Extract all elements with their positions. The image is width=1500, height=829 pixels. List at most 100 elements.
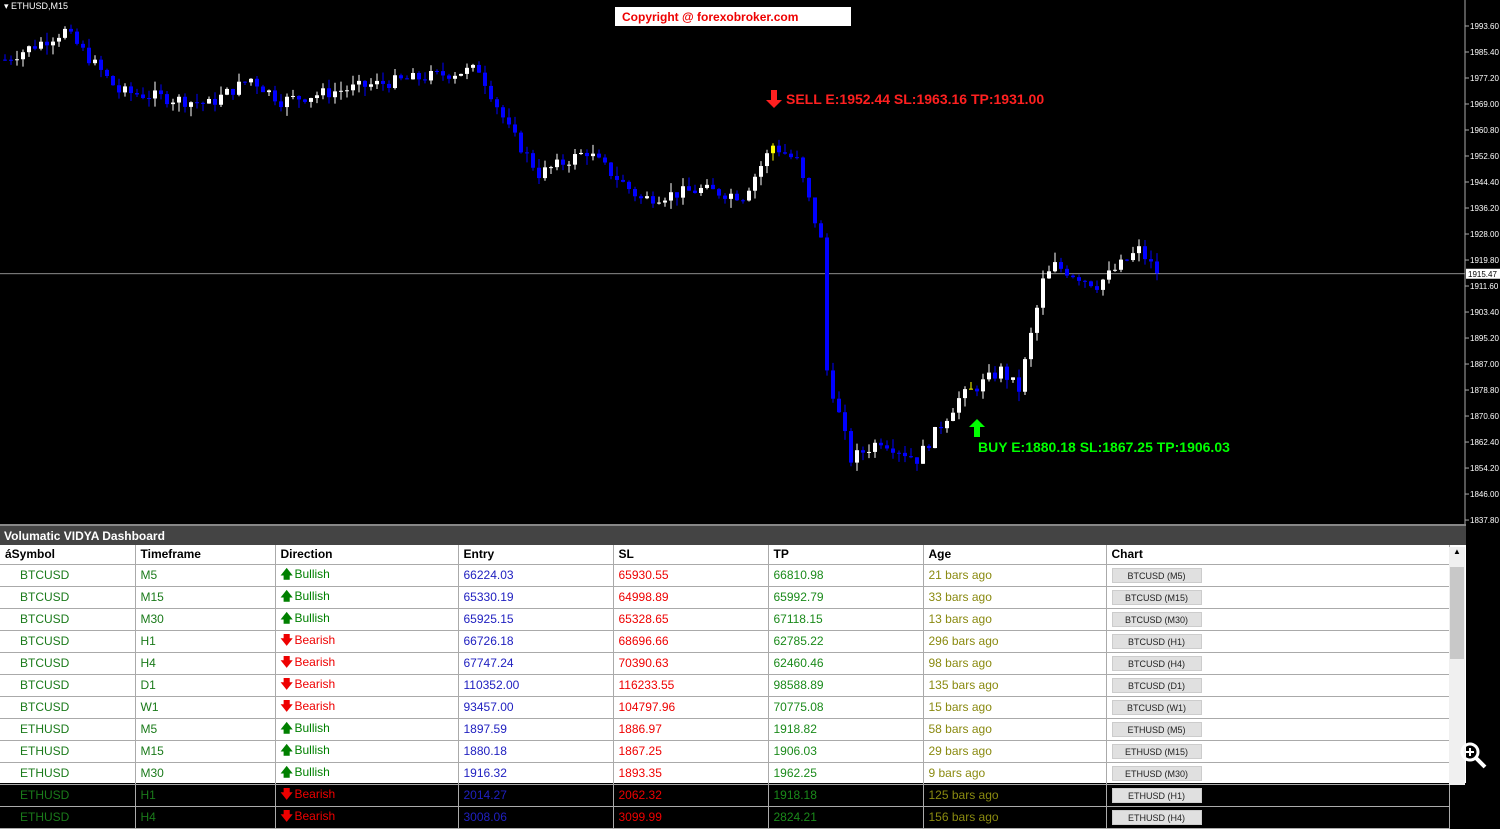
open-chart-button[interactable]: BTCUSD (H4) bbox=[1111, 655, 1202, 671]
tp-cell: 98588.89 bbox=[768, 674, 924, 697]
candle-body bbox=[135, 93, 139, 95]
candle-body bbox=[495, 99, 499, 108]
candle-body bbox=[459, 73, 463, 76]
candle-body bbox=[441, 71, 445, 76]
table-row: BTCUSD M15 🡅 Bullish 65330.19 64998.89 65… bbox=[0, 586, 1450, 609]
age-cell: 125 bars ago bbox=[923, 784, 1107, 807]
open-chart-button[interactable]: BTCUSD (W1) bbox=[1111, 699, 1202, 715]
tp-cell: 62460.46 bbox=[768, 652, 924, 675]
column-header[interactable]: Age bbox=[923, 545, 1107, 565]
chart-cell: BTCUSD (M30) bbox=[1106, 608, 1450, 631]
candle-body bbox=[1101, 279, 1105, 290]
entry-cell: 65925.15 bbox=[458, 608, 614, 631]
column-header[interactable]: áSymbol bbox=[0, 545, 136, 565]
candle-body bbox=[321, 88, 325, 96]
current-price-box bbox=[1466, 268, 1500, 279]
open-chart-button[interactable]: BTCUSD (M15) bbox=[1111, 589, 1202, 605]
sl-cell: 70390.63 bbox=[613, 652, 769, 675]
arrow-down-icon: 🡇 bbox=[280, 654, 293, 669]
entry-cell: 2014.27 bbox=[458, 784, 614, 807]
candle-body bbox=[279, 101, 283, 108]
candle-body bbox=[1113, 269, 1117, 271]
timeframe-cell: H4 bbox=[135, 806, 276, 829]
zoom-in-icon[interactable] bbox=[1458, 740, 1488, 770]
candle-body bbox=[1077, 277, 1081, 281]
timeframe-cell: H1 bbox=[135, 630, 276, 653]
open-chart-button[interactable]: BTCUSD (D1) bbox=[1111, 677, 1202, 693]
scrollbar[interactable]: ▲ bbox=[1449, 547, 1465, 785]
entry-cell: 93457.00 bbox=[458, 696, 614, 719]
candle-body bbox=[771, 145, 775, 154]
chart-cell: BTCUSD (D1) bbox=[1106, 674, 1450, 697]
candle-body bbox=[51, 41, 55, 46]
arrow-up-icon: 🡅 bbox=[280, 742, 293, 757]
candle-body bbox=[939, 427, 943, 429]
candle-body bbox=[501, 107, 505, 118]
candle-body bbox=[369, 84, 373, 87]
candle-body bbox=[555, 159, 559, 168]
table-row: ETHUSD M30 🡅 Bullish 1916.32 1893.35 1962… bbox=[0, 762, 1450, 785]
symbol-cell: ETHUSD bbox=[0, 740, 136, 763]
candle-body bbox=[93, 59, 97, 64]
symbol-cell: ETHUSD bbox=[0, 806, 136, 829]
candle-body bbox=[615, 175, 619, 180]
candle-body bbox=[165, 94, 169, 105]
candle-body bbox=[519, 132, 523, 153]
sl-cell: 2062.32 bbox=[613, 784, 769, 807]
table-row: BTCUSD M5 🡅 Bullish 66224.03 65930.55 668… bbox=[0, 564, 1450, 587]
open-chart-button[interactable]: ETHUSD (M15) bbox=[1111, 743, 1202, 759]
candle-body bbox=[753, 176, 757, 191]
direction-cell: 🡅 Bullish bbox=[275, 564, 459, 587]
scroll-up-icon[interactable]: ▲ bbox=[1453, 547, 1461, 556]
axis-tick-label: 1854.20 bbox=[1470, 464, 1499, 473]
entry-cell: 3008.06 bbox=[458, 806, 614, 829]
age-cell: 15 bars ago bbox=[923, 696, 1107, 719]
column-header[interactable]: Entry bbox=[458, 545, 614, 565]
candle-body bbox=[699, 187, 703, 193]
entry-cell: 67747.24 bbox=[458, 652, 614, 675]
candle-body bbox=[303, 99, 307, 102]
column-header[interactable]: Chart bbox=[1106, 545, 1450, 565]
symbol-cell: BTCUSD bbox=[0, 586, 136, 609]
open-chart-button[interactable]: BTCUSD (M5) bbox=[1111, 567, 1202, 583]
open-chart-button[interactable]: BTCUSD (M30) bbox=[1111, 611, 1202, 627]
candle-body bbox=[447, 75, 451, 79]
open-chart-button[interactable]: ETHUSD (H4) bbox=[1111, 809, 1202, 825]
column-header[interactable]: Direction bbox=[275, 545, 459, 565]
arrow-down-icon: 🡇 bbox=[280, 676, 293, 691]
candle-body bbox=[873, 442, 877, 452]
open-chart-button[interactable]: ETHUSD (M5) bbox=[1111, 721, 1202, 737]
timeframe-cell: W1 bbox=[135, 696, 276, 719]
age-cell: 58 bars ago bbox=[923, 718, 1107, 741]
open-chart-button[interactable]: ETHUSD (H1) bbox=[1111, 787, 1202, 803]
entry-cell: 1897.59 bbox=[458, 718, 614, 741]
candle-body bbox=[1155, 261, 1159, 274]
candle-body bbox=[405, 78, 409, 80]
candle-body bbox=[687, 186, 691, 191]
price-chart[interactable]: 1993.60 1985.40 1977.20 1969.00 1960.80 1952.… bbox=[0, 0, 1500, 526]
candle-body bbox=[999, 366, 1003, 379]
candle-body bbox=[747, 190, 751, 201]
column-header[interactable]: TP bbox=[768, 545, 924, 565]
column-header[interactable]: Timeframe bbox=[135, 545, 276, 565]
candle-body bbox=[1125, 259, 1129, 261]
candle-body bbox=[1131, 253, 1135, 261]
candle-body bbox=[111, 75, 115, 86]
candle-body bbox=[951, 412, 955, 421]
sl-cell: 104797.96 bbox=[613, 696, 769, 719]
candle-body bbox=[795, 157, 799, 159]
open-chart-button[interactable]: BTCUSD (H1) bbox=[1111, 633, 1202, 649]
timeframe-cell: M15 bbox=[135, 586, 276, 609]
table-row: BTCUSD H1 🡇 Bearish 66726.18 68696.66 627… bbox=[0, 630, 1450, 653]
open-chart-button[interactable]: ETHUSD (M30) bbox=[1111, 765, 1202, 781]
buy-signal-label: BUY E:1880.18 SL:1867.25 TP:1906.03 bbox=[978, 439, 1230, 455]
scrollbar-thumb[interactable] bbox=[1450, 567, 1464, 659]
candle-body bbox=[531, 153, 535, 168]
candle-body bbox=[339, 90, 343, 92]
arrow-down-icon: 🡇 bbox=[280, 786, 293, 801]
age-cell: 13 bars ago bbox=[923, 608, 1107, 631]
candle-body bbox=[801, 157, 805, 179]
candle-body bbox=[891, 448, 895, 453]
candle-body bbox=[33, 46, 37, 49]
column-header[interactable]: SL bbox=[613, 545, 769, 565]
